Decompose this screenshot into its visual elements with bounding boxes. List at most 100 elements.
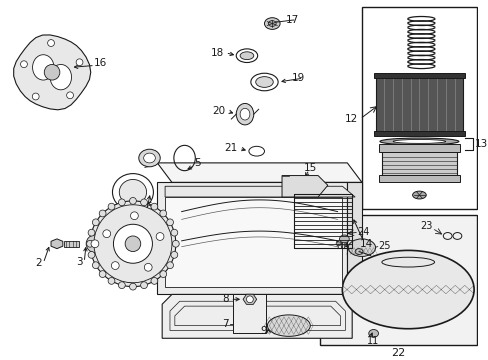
- Circle shape: [151, 278, 158, 284]
- Circle shape: [156, 233, 163, 240]
- Ellipse shape: [236, 103, 253, 125]
- Ellipse shape: [119, 179, 146, 205]
- Circle shape: [86, 240, 93, 247]
- Circle shape: [144, 264, 152, 271]
- Bar: [63, 241, 79, 247]
- Circle shape: [76, 59, 83, 66]
- Circle shape: [102, 230, 110, 238]
- Ellipse shape: [354, 249, 362, 255]
- Text: 18: 18: [210, 48, 223, 58]
- Bar: [233, 294, 266, 333]
- Circle shape: [160, 210, 166, 217]
- Polygon shape: [282, 176, 327, 197]
- Circle shape: [99, 271, 106, 278]
- Bar: [361, 7, 476, 209]
- Circle shape: [130, 212, 138, 220]
- Bar: [319, 215, 476, 345]
- Circle shape: [86, 235, 103, 252]
- Text: 8: 8: [222, 294, 228, 304]
- Bar: [373, 73, 464, 78]
- Text: 12: 12: [344, 114, 357, 124]
- Text: 5: 5: [194, 158, 201, 168]
- Ellipse shape: [264, 18, 280, 30]
- Bar: [379, 175, 459, 183]
- Polygon shape: [157, 183, 346, 294]
- Polygon shape: [51, 239, 63, 249]
- Circle shape: [92, 219, 99, 226]
- Circle shape: [141, 199, 147, 206]
- Text: 22: 22: [390, 348, 405, 358]
- Text: 21: 21: [224, 143, 237, 153]
- Text: 11: 11: [366, 336, 378, 346]
- Circle shape: [92, 262, 99, 269]
- Text: 23: 23: [420, 221, 432, 231]
- Circle shape: [20, 61, 27, 68]
- Circle shape: [118, 199, 125, 206]
- Ellipse shape: [368, 329, 378, 337]
- Ellipse shape: [33, 55, 54, 80]
- Text: 4: 4: [142, 158, 149, 168]
- Text: 20: 20: [212, 106, 225, 116]
- Polygon shape: [165, 197, 342, 287]
- Circle shape: [111, 262, 119, 270]
- Text: 17: 17: [285, 15, 298, 24]
- Text: 3: 3: [77, 257, 83, 267]
- Ellipse shape: [267, 315, 310, 336]
- Circle shape: [108, 278, 115, 284]
- Bar: [373, 131, 464, 136]
- Text: 13: 13: [474, 139, 487, 149]
- Ellipse shape: [379, 138, 458, 145]
- Circle shape: [171, 229, 178, 236]
- Ellipse shape: [50, 64, 71, 90]
- Circle shape: [166, 219, 173, 226]
- Circle shape: [99, 210, 106, 217]
- Text: 24: 24: [356, 227, 368, 237]
- Polygon shape: [346, 183, 361, 294]
- Text: 16: 16: [94, 58, 107, 68]
- Circle shape: [160, 271, 166, 278]
- Circle shape: [44, 64, 60, 80]
- Circle shape: [166, 262, 173, 269]
- Circle shape: [88, 251, 95, 258]
- Circle shape: [90, 201, 176, 287]
- Text: 10: 10: [334, 241, 346, 251]
- Ellipse shape: [240, 52, 253, 60]
- Ellipse shape: [240, 108, 249, 120]
- Circle shape: [125, 236, 141, 252]
- Circle shape: [108, 203, 115, 210]
- Ellipse shape: [412, 191, 426, 199]
- Circle shape: [129, 283, 136, 290]
- Polygon shape: [157, 163, 361, 183]
- Text: 6: 6: [145, 202, 152, 212]
- Circle shape: [141, 282, 147, 289]
- Ellipse shape: [339, 235, 348, 243]
- Ellipse shape: [335, 242, 340, 246]
- Circle shape: [246, 296, 253, 303]
- Polygon shape: [162, 294, 351, 338]
- Ellipse shape: [347, 239, 375, 256]
- Text: 2: 2: [36, 258, 42, 268]
- Text: 25: 25: [378, 241, 390, 251]
- Circle shape: [171, 251, 178, 258]
- Ellipse shape: [342, 251, 473, 329]
- Circle shape: [88, 229, 95, 236]
- Circle shape: [151, 203, 158, 210]
- Text: 7: 7: [222, 319, 228, 329]
- Polygon shape: [243, 294, 256, 304]
- Ellipse shape: [255, 77, 273, 87]
- Circle shape: [32, 93, 39, 100]
- Bar: [293, 194, 351, 248]
- Ellipse shape: [268, 21, 276, 27]
- Text: 1: 1: [125, 275, 132, 285]
- Polygon shape: [165, 186, 354, 197]
- Text: 14: 14: [359, 239, 372, 249]
- Polygon shape: [14, 35, 91, 110]
- Bar: [379, 144, 459, 152]
- Circle shape: [47, 40, 54, 46]
- Text: 9: 9: [260, 327, 267, 337]
- Bar: [375, 75, 462, 134]
- Circle shape: [118, 282, 125, 289]
- Circle shape: [94, 205, 172, 283]
- Circle shape: [66, 92, 73, 99]
- Text: 19: 19: [291, 73, 305, 83]
